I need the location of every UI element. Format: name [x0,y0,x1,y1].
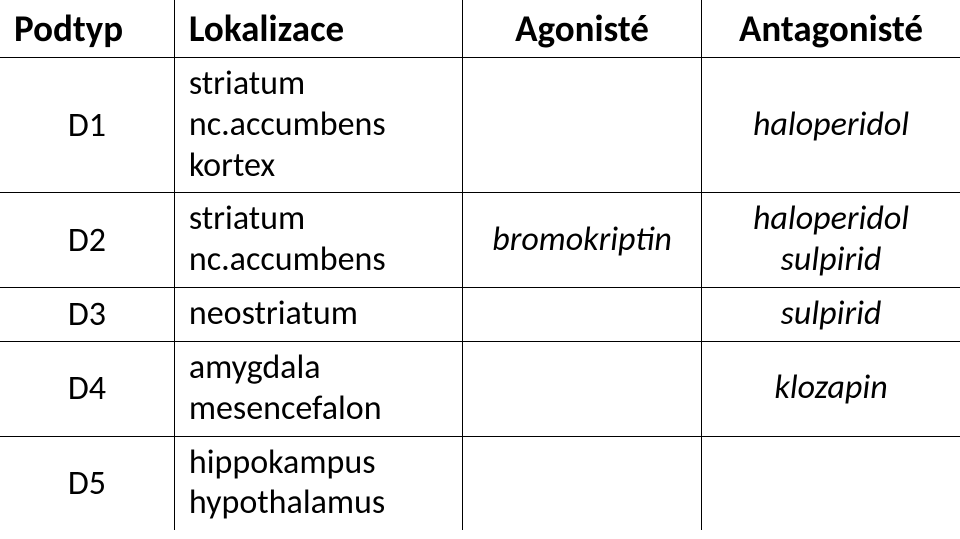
cell-antagonists: sulpirid [702,287,960,341]
cell-localization: hippokampus hypothalamus [174,436,462,530]
cell-localization: neostriatum [174,287,462,341]
cell-antagonists: klozapin [702,341,960,436]
cell-subtype: D1 [0,58,174,193]
header-localization: Lokalizace [174,0,462,58]
header-antagonists: Antagonisté [702,0,960,58]
cell-antagonists: haloperidol sulpirid [702,193,960,288]
cell-agonists [463,341,702,436]
cell-antagonists [702,436,960,530]
table-row: D4 amygdala mesencefalon klozapin [0,341,960,436]
cell-subtype: D3 [0,287,174,341]
table-row: D1 striatum nc.accumbens kortex haloperi… [0,58,960,193]
receptor-table: Podtyp Lokalizace Agonisté Antagonisté D… [0,0,960,530]
cell-antagonists: haloperidol [702,58,960,193]
table-row: D3 neostriatum sulpirid [0,287,960,341]
header-row: Podtyp Lokalizace Agonisté Antagonisté [0,0,960,58]
cell-agonists [463,436,702,530]
cell-subtype: D4 [0,341,174,436]
cell-localization: striatum nc.accumbens [174,193,462,288]
header-subtype: Podtyp [0,0,174,58]
cell-localization: striatum nc.accumbens kortex [174,58,462,193]
table-row: D5 hippokampus hypothalamus [0,436,960,530]
cell-agonists: bromokriptin [463,193,702,288]
cell-subtype: D2 [0,193,174,288]
cell-subtype: D5 [0,436,174,530]
header-agonists: Agonisté [463,0,702,58]
cell-localization: amygdala mesencefalon [174,341,462,436]
cell-agonists [463,58,702,193]
table-row: D2 striatum nc.accumbens bromokriptin ha… [0,193,960,288]
cell-agonists [463,287,702,341]
